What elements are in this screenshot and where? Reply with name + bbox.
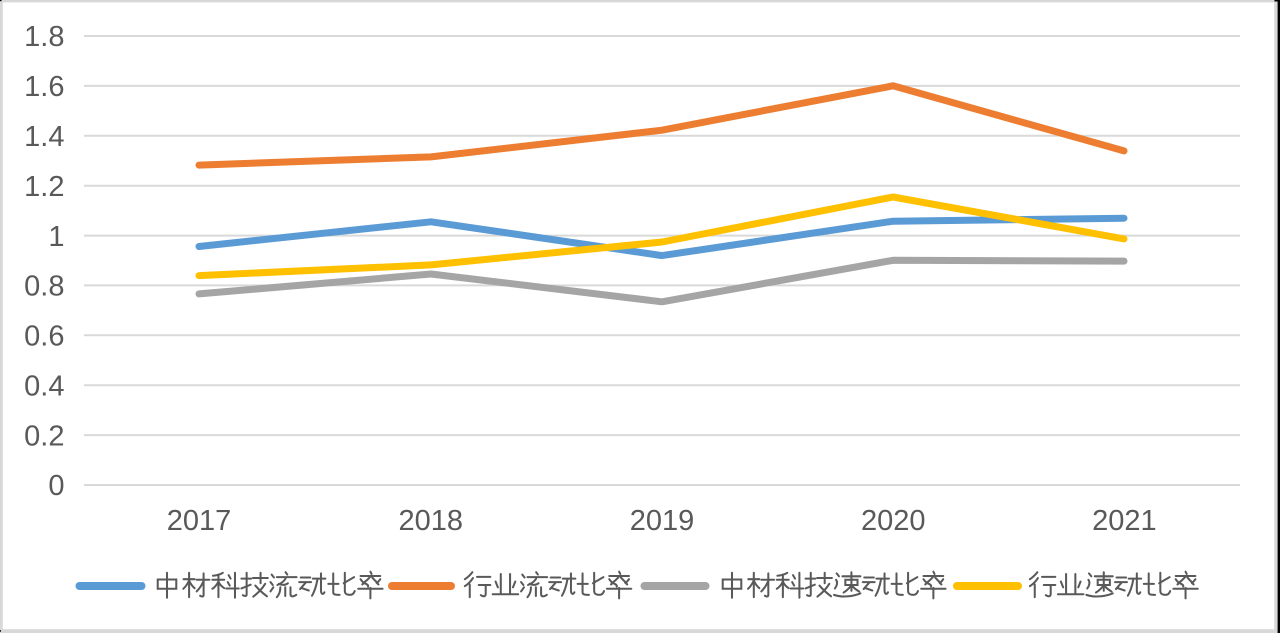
svg-text:1.6: 1.6: [24, 71, 64, 103]
svg-text:1.2: 1.2: [24, 171, 64, 203]
svg-text:2017: 2017: [167, 505, 232, 537]
svg-text:2020: 2020: [861, 505, 926, 537]
svg-text:0.8: 0.8: [24, 271, 64, 303]
svg-text:0.4: 0.4: [24, 370, 64, 402]
svg-text:0.6: 0.6: [24, 321, 64, 353]
svg-text:2018: 2018: [399, 505, 464, 537]
svg-text:0: 0: [48, 470, 64, 502]
svg-text:1.8: 1.8: [24, 21, 64, 53]
svg-text:2019: 2019: [630, 505, 695, 537]
svg-text:0.2: 0.2: [24, 420, 64, 452]
svg-text:2021: 2021: [1092, 505, 1157, 537]
svg-text:1: 1: [48, 221, 64, 253]
svg-text:1.4: 1.4: [24, 121, 64, 153]
